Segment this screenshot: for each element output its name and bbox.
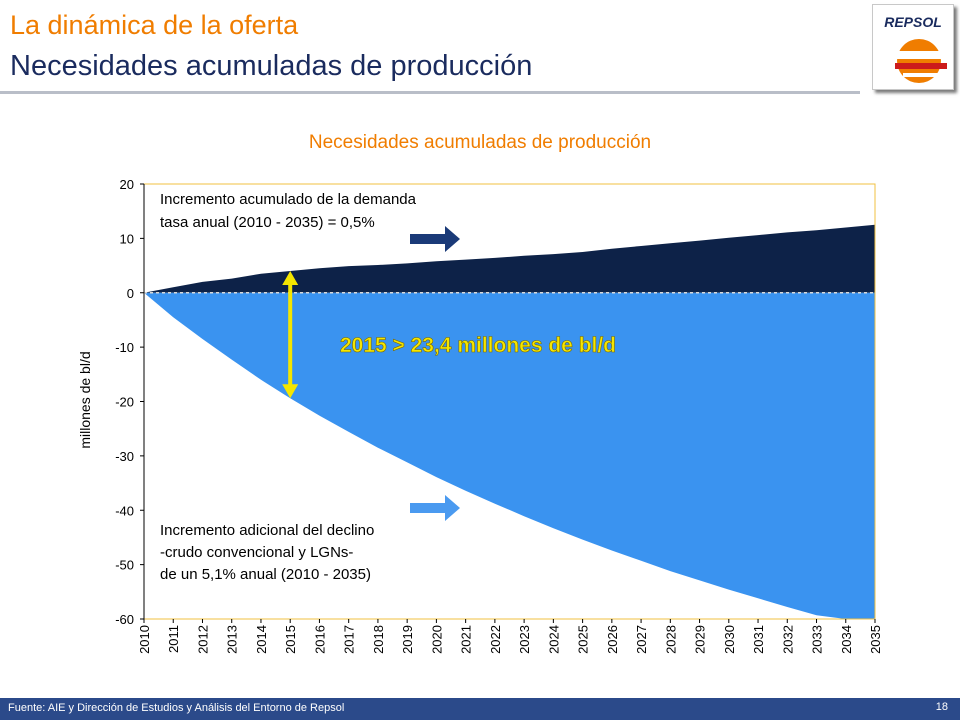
x-tick-label: 2015 [283, 625, 298, 654]
y-tick-label: -50 [115, 558, 134, 573]
header-divider [0, 91, 860, 94]
x-tick-label: 2025 [576, 625, 591, 654]
demand-annotation-line1: Incremento acumulado de la demanda [160, 191, 417, 208]
y-tick-label: -20 [115, 395, 134, 410]
y-tick-label: 0 [127, 286, 134, 301]
decline-arrow [410, 495, 460, 521]
decline-annotation-line3: de un 5,1% anual (2010 - 2035) [160, 566, 371, 583]
x-tick-label: 2011 [166, 625, 181, 653]
x-tick-label: 2014 [254, 625, 269, 654]
gap-arrow-head-bottom [282, 384, 299, 399]
x-tick-label: 2030 [722, 625, 737, 654]
x-tick-label: 2031 [751, 625, 766, 654]
x-tick-label: 2028 [663, 625, 678, 654]
y-tick-label: -30 [115, 449, 134, 464]
x-tick-label: 2021 [459, 625, 474, 654]
logo-wordmark: REPSOL [884, 14, 942, 30]
footer-bar: Fuente: AIE y Dirección de Estudios y An… [0, 698, 960, 720]
y-tick-label: 20 [120, 177, 134, 192]
decline-annotation-line2: -crudo convencional y LGNs- [160, 544, 353, 561]
x-tick-label: 2012 [195, 625, 210, 654]
chart-title: Necesidades acumuladas de producción [308, 132, 652, 153]
demand-arrow [410, 226, 460, 252]
x-tick-label: 2016 [312, 625, 327, 654]
gap-arrow-head-top [282, 271, 299, 285]
footer-source: Fuente: AIE y Dirección de Estudios y An… [8, 702, 345, 714]
x-tick-label: 2023 [517, 625, 532, 654]
x-tick-label: 2024 [546, 625, 561, 654]
x-tick-label: 2018 [371, 625, 386, 654]
x-tick-label: 2017 [342, 625, 357, 654]
x-tick-label: 2019 [400, 625, 415, 654]
demand-annotation-line2: tasa anual (2010 - 2035) = 0,5% [160, 214, 375, 231]
x-tick-label: 2034 [839, 625, 854, 654]
repsol-logo: REPSOL [872, 4, 954, 90]
x-tick-label: 2026 [605, 625, 620, 654]
page-number: 18 [935, 701, 948, 713]
y-tick-label: -10 [115, 340, 134, 355]
decline-annotation-line1: Incremento adicional del declino [160, 522, 374, 539]
x-tick-label: 2020 [429, 625, 444, 654]
x-tick-label: 2013 [225, 625, 240, 654]
x-tick-label: 2035 [868, 625, 883, 654]
decline-area [144, 292, 875, 619]
x-tick-label: 2033 [810, 625, 825, 654]
x-tick-label: 2022 [488, 625, 503, 654]
slide-title: La dinámica de la oferta [10, 10, 299, 40]
y-tick-label: -40 [115, 503, 134, 518]
y-tick-label: -60 [115, 612, 134, 627]
x-tick-label: 2029 [693, 625, 708, 654]
y-tick-label: 10 [120, 231, 134, 246]
highlight-annotation: 2015 > 23,4 millones de bl/d [340, 334, 616, 357]
demand-area [144, 224, 875, 293]
x-tick-label: 2027 [634, 625, 649, 654]
slide-subtitle: Necesidades acumuladas de producción [10, 50, 533, 82]
x-tick-label: 2032 [780, 625, 795, 654]
y-axis-label: millones de bl/d [77, 351, 93, 448]
x-tick-label: 2010 [137, 625, 152, 654]
